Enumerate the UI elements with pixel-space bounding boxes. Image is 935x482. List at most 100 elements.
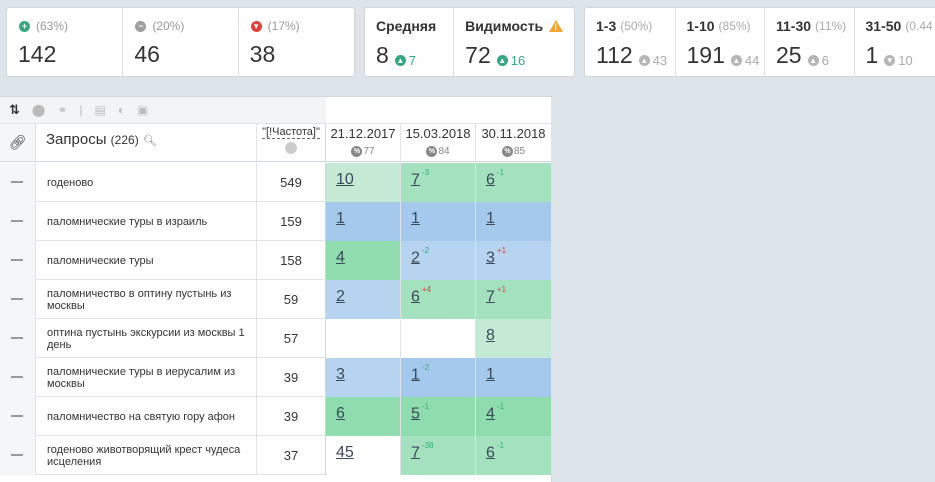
position-link[interactable]: 2 — [336, 288, 345, 305]
frequency-cell: 159 — [257, 202, 326, 241]
query-cell[interactable]: годеново — [36, 163, 257, 202]
position-cell[interactable]: 5 -1 — [401, 397, 476, 436]
position-cell[interactable]: 1 — [476, 202, 552, 241]
position-cell[interactable]: 6 — [326, 397, 401, 436]
row-toggle[interactable] — [0, 397, 36, 436]
down-circle-icon: ▾ — [250, 20, 262, 32]
position-cell[interactable]: 4 -1 — [476, 397, 552, 436]
frequency-cell: 37 — [257, 436, 326, 475]
search-icon[interactable]: 🔍︎ — [142, 135, 157, 147]
query-cell[interactable]: паломнические туры в иерусалим из москвы — [36, 358, 257, 397]
query-cell[interactable]: паломнические туры — [36, 241, 257, 280]
row-toggle[interactable] — [0, 202, 36, 241]
stat-down[interactable]: ▾ (17%) 38 — [249, 19, 300, 67]
position-link[interactable]: 1 — [411, 210, 420, 227]
table-row: оптина пустынь экскурсии из москвы 1 ден… — [0, 319, 552, 358]
position-link[interactable]: 3 — [336, 366, 345, 383]
position-cell[interactable]: 2 -2 — [401, 241, 476, 280]
frequency-header[interactable]: "[!Частота]" — [257, 124, 326, 162]
position-link[interactable]: 3 — [486, 249, 495, 267]
position-link[interactable]: 6 — [486, 444, 495, 462]
position-link[interactable]: 6 — [336, 405, 345, 422]
position-link[interactable]: 1 — [486, 210, 495, 227]
minus-icon — [11, 181, 23, 183]
image-icon[interactable]: ▣ — [137, 103, 149, 117]
arrow-up-icon: ▲ — [496, 55, 508, 66]
date-header-3[interactable]: 30.11.2018 % 85 — [476, 124, 552, 162]
position-link[interactable]: 1 — [411, 366, 420, 384]
position-cell[interactable]: 1 — [401, 202, 476, 241]
grid-icon[interactable]: ▤ — [94, 103, 106, 117]
toggle-icon[interactable]: ⬤ — [31, 103, 46, 117]
stat-range-11-30[interactable]: 11-30 (11%) 25 ▲ 6 — [765, 8, 855, 76]
query-cell[interactable]: паломнические туры в израиль — [36, 202, 257, 241]
position-link[interactable]: 1 — [486, 366, 495, 383]
position-cell[interactable]: 6 -1 — [476, 436, 552, 475]
position-change: -2 — [421, 246, 430, 255]
query-cell[interactable]: паломничество на святую гору афон — [36, 397, 257, 436]
position-link[interactable]: 1 — [336, 210, 345, 227]
average-value: 8 — [376, 42, 389, 68]
position-link[interactable]: 7 — [486, 288, 495, 306]
row-toggle[interactable] — [0, 319, 36, 358]
date-header-2[interactable]: 15.03.2018 % 84 — [401, 124, 476, 162]
position-link[interactable]: 8 — [486, 327, 495, 344]
position-link[interactable]: 7 — [411, 171, 420, 189]
date-header-1[interactable]: 21.12.2017 % 77 — [326, 124, 401, 162]
position-cell[interactable]: 4 — [326, 241, 401, 280]
position-link[interactable]: 10 — [336, 171, 354, 188]
dates-top-spacer — [326, 97, 552, 124]
position-change: -3 — [421, 168, 430, 177]
stat-up-value: 142 — [18, 41, 57, 67]
query-cell[interactable]: паломничество в оптину пустынь из москвы — [36, 280, 257, 319]
position-cell[interactable]: 3 — [326, 358, 401, 397]
stat-range-31-50[interactable]: 31-50 (0.44 1 ▼ 10 — [865, 18, 933, 68]
query-cell[interactable]: годеново животворящий крест чудеса исцел… — [36, 436, 257, 475]
position-cell[interactable]: 1 -2 — [401, 358, 476, 397]
position-link[interactable]: 2 — [411, 249, 420, 267]
table-row: паломничество в оптину пустынь из москвы… — [0, 280, 552, 319]
position-cell[interactable]: 45 — [326, 436, 401, 475]
globe-icon — [285, 142, 297, 154]
row-toggle[interactable] — [0, 163, 36, 202]
position-cell[interactable]: 6 +4 — [401, 280, 476, 319]
minus-icon — [11, 415, 23, 417]
position-cell[interactable]: 6 -1 — [476, 163, 552, 202]
position-cell[interactable]: 1 — [326, 202, 401, 241]
row-toggle[interactable] — [0, 436, 36, 475]
position-cell[interactable] — [401, 319, 476, 358]
position-link[interactable]: 7 — [411, 444, 420, 462]
link-icon[interactable]: ⚭ — [57, 103, 68, 117]
position-cell[interactable]: 8 — [476, 319, 552, 358]
stat-visibility[interactable]: Видимость! 72 ▲ 16 — [454, 8, 574, 76]
position-link[interactable]: 5 — [411, 405, 420, 423]
position-cell[interactable]: 7 -3 — [401, 163, 476, 202]
position-cell[interactable]: 7 -38 — [401, 436, 476, 475]
position-cell[interactable]: 10 — [326, 163, 401, 202]
position-cell[interactable]: 2 — [326, 280, 401, 319]
link-header[interactable]: 🔗︎ — [0, 124, 36, 162]
position-link[interactable]: 4 — [486, 405, 495, 423]
row-toggle[interactable] — [0, 358, 36, 397]
position-link[interactable]: 6 — [486, 171, 495, 189]
warning-icon[interactable]: ! — [549, 20, 564, 32]
queries-header[interactable]: Запросы (226) 🔍︎ — [36, 124, 257, 162]
position-link[interactable]: 4 — [336, 249, 345, 266]
position-link[interactable]: 45 — [336, 444, 354, 461]
sort-icon[interactable]: ⇅ — [9, 102, 20, 117]
minus-icon — [11, 337, 23, 339]
row-toggle[interactable] — [0, 280, 36, 319]
contrast-icon[interactable]: ◐ — [117, 103, 126, 117]
position-cell[interactable]: 7 +1 — [476, 280, 552, 319]
position-cell[interactable] — [326, 319, 401, 358]
position-link[interactable]: 6 — [411, 288, 420, 306]
stat-up[interactable]: + (63%) 142 — [7, 8, 124, 76]
stat-same[interactable]: − (20%) 46 — [123, 8, 239, 76]
query-cell[interactable]: оптина пустынь экскурсии из москвы 1 ден… — [36, 319, 257, 358]
stat-average[interactable]: Средняя 8 ▲ 7 — [365, 8, 455, 76]
position-cell[interactable]: 3 +1 — [476, 241, 552, 280]
stat-range-1-3[interactable]: 1-3 (50%) 112 ▲ 43 — [585, 8, 676, 76]
position-cell[interactable]: 1 — [476, 358, 552, 397]
row-toggle[interactable] — [0, 241, 36, 280]
stat-range-1-10[interactable]: 1-10 (85%) 191 ▲ 44 — [676, 8, 765, 76]
